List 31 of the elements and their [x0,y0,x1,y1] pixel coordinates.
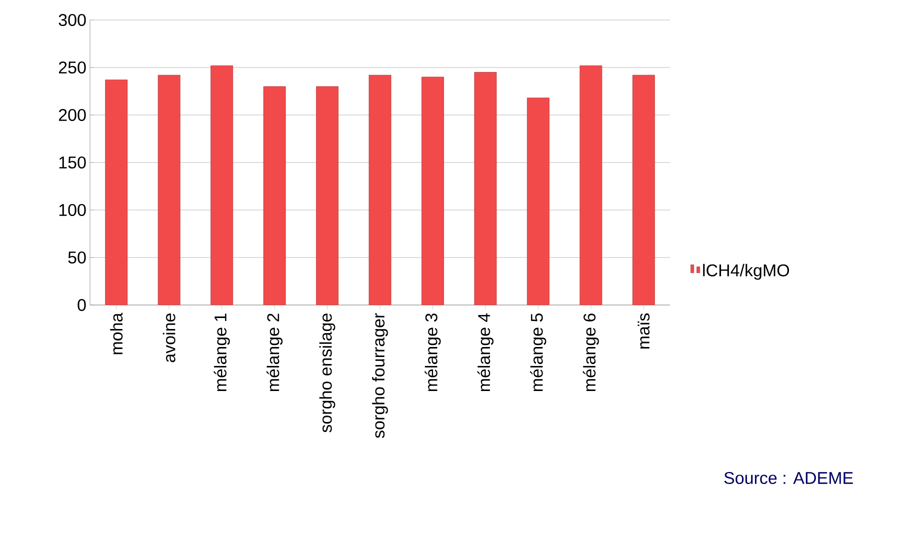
bar [316,86,338,305]
x-tick-label: moha [110,312,123,354]
bar [158,74,180,305]
bar [368,74,392,305]
x-tick-label: mélange 3 [424,314,441,392]
x-tick-label: avoine [162,314,176,362]
y-tick-label: 0 [78,298,86,312]
x-tick-label: sorgho ensilage [319,314,336,432]
bar [580,65,602,305]
x-tick-label: mélange 2 [266,314,283,392]
bar [210,65,234,305]
x-tick-label: mélange 6 [582,314,599,392]
legend-label: lCH4/kgMO [703,264,790,280]
x-tick-label: sorgho fourrager [372,313,388,438]
y-tick-label: 100 [59,204,86,216]
x-tick-label: maïs [638,313,650,349]
y-tick-label: 50 [68,251,86,264]
x-tick-label: mélange 4 [477,313,494,392]
source-note: Source : ADEME [724,472,853,484]
bar [263,86,286,305]
bar [632,74,655,305]
x-tick-label: mélange 5 [530,314,546,392]
bar [474,72,497,305]
y-tick-label: 200 [58,108,86,122]
y-tick-label: 300 [58,14,86,26]
bar [422,76,444,305]
bar [105,80,128,305]
y-tick-label: 250 [58,61,86,74]
bar [526,98,550,305]
y-tick-label: 150 [59,156,86,169]
x-tick-label: mélange 1 [214,314,230,392]
